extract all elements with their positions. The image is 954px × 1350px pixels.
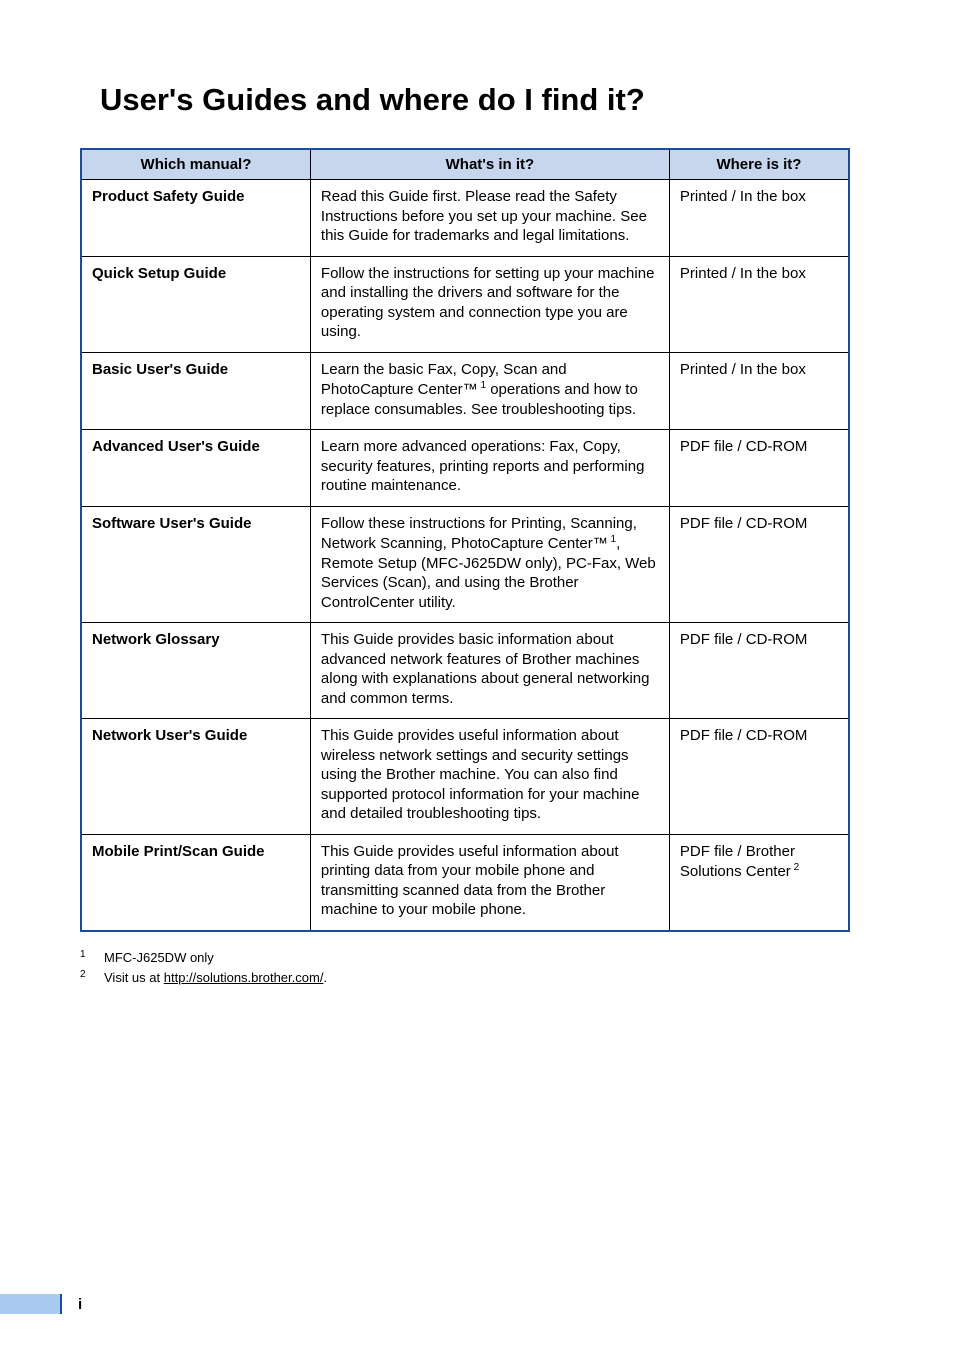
table-row: Basic User's Guide Learn the basic Fax, …	[81, 352, 849, 430]
table-header-row: Which manual? What's in it? Where is it?	[81, 149, 849, 180]
table-row: Software User's Guide Follow these instr…	[81, 506, 849, 623]
table-row: Network User's Guide This Guide provides…	[81, 719, 849, 835]
manual-desc: Learn more advanced operations: Fax, Cop…	[310, 430, 669, 507]
manual-desc: Follow these instructions for Printing, …	[310, 506, 669, 623]
manual-name: Advanced User's Guide	[81, 430, 310, 507]
manual-where: PDF file / CD-ROM	[669, 719, 849, 835]
footnote-link[interactable]: http://solutions.brother.com/	[164, 970, 324, 985]
footnotes: 1 MFC-J625DW only 2 Visit us at http://s…	[80, 950, 884, 988]
manual-name: Mobile Print/Scan Guide	[81, 834, 310, 931]
manual-desc: This Guide provides useful information a…	[310, 834, 669, 931]
footnote-text-post: .	[323, 970, 327, 985]
manual-name: Basic User's Guide	[81, 352, 310, 430]
footnote-text-pre: Visit us at	[104, 970, 164, 985]
where-pre: PDF file / Brother Solutions Center	[680, 843, 795, 881]
manual-where: Printed / In the box	[669, 352, 849, 430]
manual-where: PDF file / Brother Solutions Center 2	[669, 834, 849, 931]
footnote: 2 Visit us at http://solutions.brother.c…	[80, 970, 884, 987]
manual-where: PDF file / CD-ROM	[669, 506, 849, 623]
guides-table: Which manual? What's in it? Where is it?…	[80, 148, 850, 932]
manual-desc: This Guide provides useful information a…	[310, 719, 669, 835]
footnote-number: 1	[80, 950, 104, 960]
footnote-ref: 1	[608, 534, 616, 545]
footnote-ref: 2	[791, 862, 799, 873]
footnote-number: 2	[80, 970, 104, 980]
manual-where: Printed / In the box	[669, 180, 849, 257]
manual-where: Printed / In the box	[669, 256, 849, 352]
table-row: Advanced User's Guide Learn more advance…	[81, 430, 849, 507]
table-row: Network Glossary This Guide provides bas…	[81, 623, 849, 719]
manual-name: Software User's Guide	[81, 506, 310, 623]
footnote: 1 MFC-J625DW only	[80, 950, 884, 967]
table-row: Quick Setup Guide Follow the instruction…	[81, 256, 849, 352]
footnote-text: MFC-J625DW only	[104, 950, 214, 967]
document-page: User's Guides and where do I find it? Wh…	[0, 0, 954, 1350]
footnote-text: Visit us at http://solutions.brother.com…	[104, 970, 327, 987]
header-which-manual: Which manual?	[81, 149, 310, 180]
manual-desc: Follow the instructions for setting up y…	[310, 256, 669, 352]
manual-where: PDF file / CD-ROM	[669, 623, 849, 719]
manual-name: Quick Setup Guide	[81, 256, 310, 352]
manual-name: Network Glossary	[81, 623, 310, 719]
table-row: Mobile Print/Scan Guide This Guide provi…	[81, 834, 849, 931]
manual-desc: Learn the basic Fax, Copy, Scan and Phot…	[310, 352, 669, 430]
desc-pre: Follow these instructions for Printing, …	[321, 515, 637, 553]
header-whats-in-it: What's in it?	[310, 149, 669, 180]
footnote-ref: 1	[478, 380, 486, 391]
page-tab-icon	[0, 1294, 62, 1314]
page-footer: i	[0, 1294, 82, 1314]
header-where-is-it: Where is it?	[669, 149, 849, 180]
table-row: Product Safety Guide Read this Guide fir…	[81, 180, 849, 257]
manual-name: Network User's Guide	[81, 719, 310, 835]
page-title: User's Guides and where do I find it?	[100, 82, 884, 118]
manual-desc: Read this Guide first. Please read the S…	[310, 180, 669, 257]
manual-name: Product Safety Guide	[81, 180, 310, 257]
manual-desc: This Guide provides basic information ab…	[310, 623, 669, 719]
manual-where: PDF file / CD-ROM	[669, 430, 849, 507]
page-number: i	[78, 1296, 82, 1313]
